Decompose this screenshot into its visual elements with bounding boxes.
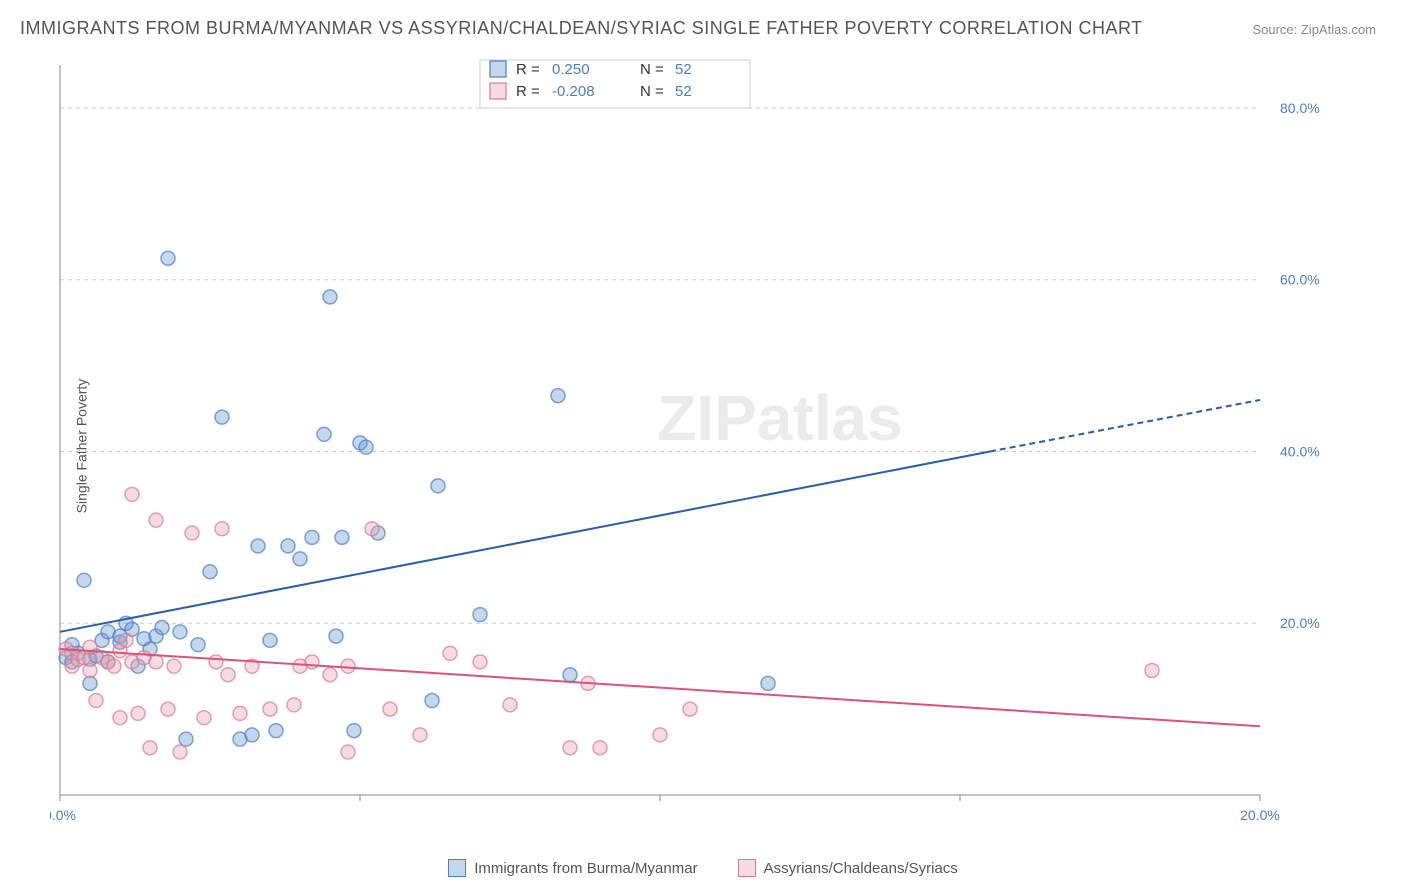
svg-text:N =: N = bbox=[640, 83, 664, 100]
chart-title: IMMIGRANTS FROM BURMA/MYANMAR VS ASSYRIA… bbox=[20, 18, 1143, 39]
legend-label: Assyrians/Chaldeans/Syriacs bbox=[764, 860, 958, 877]
svg-text:20.0%: 20.0% bbox=[1280, 615, 1320, 631]
svg-text:52: 52 bbox=[675, 83, 692, 100]
svg-text:R =: R = bbox=[516, 61, 540, 78]
bottom-legend: Immigrants from Burma/Myanmar Assyrians/C… bbox=[0, 859, 1406, 877]
source-label: Source: ZipAtlas.com bbox=[1252, 22, 1376, 37]
correlation-chart: IMMIGRANTS FROM BURMA/MYANMAR VS ASSYRIA… bbox=[0, 0, 1406, 892]
svg-text:ZIPatlas: ZIPatlas bbox=[657, 382, 902, 454]
svg-text:N =: N = bbox=[640, 61, 664, 78]
svg-text:-0.208: -0.208 bbox=[552, 83, 595, 100]
plot-area: 20.0% 40.0% 60.0% 80.0% 0.0% 20.0% ZIPatlas R =… bbox=[50, 55, 1330, 825]
svg-text:60.0%: 60.0% bbox=[1280, 272, 1320, 288]
svg-text:80.0%: 80.0% bbox=[1280, 100, 1320, 116]
svg-text:52: 52 bbox=[675, 61, 692, 78]
legend-swatch bbox=[738, 859, 756, 877]
legend-item: Immigrants from Burma/Myanmar bbox=[448, 859, 697, 877]
svg-text:0.250: 0.250 bbox=[552, 61, 590, 78]
svg-text:0.0%: 0.0% bbox=[50, 807, 76, 823]
legend-item: Assyrians/Chaldeans/Syriacs bbox=[738, 859, 958, 877]
legend-label: Immigrants from Burma/Myanmar bbox=[474, 860, 697, 877]
svg-text:20.0%: 20.0% bbox=[1240, 807, 1280, 823]
svg-text:R =: R = bbox=[516, 83, 540, 100]
plot-svg: 20.0% 40.0% 60.0% 80.0% 0.0% 20.0% ZIPatlas R =… bbox=[50, 55, 1330, 825]
legend-swatch bbox=[448, 859, 466, 877]
svg-text:40.0%: 40.0% bbox=[1280, 443, 1320, 459]
